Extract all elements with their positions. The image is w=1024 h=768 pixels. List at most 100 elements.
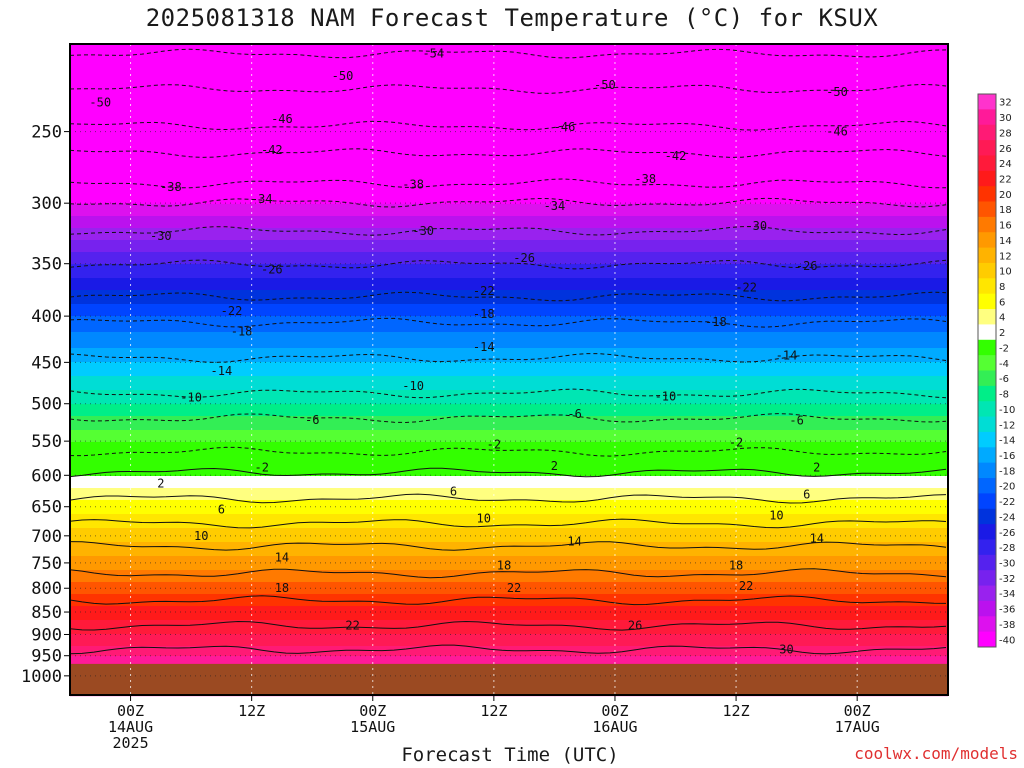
contour-label: -14 <box>211 364 233 378</box>
contour-label: 18 <box>497 559 511 573</box>
colorbar-label: -4 <box>999 359 1009 370</box>
temperature-band <box>70 428 948 431</box>
temperature-band <box>70 434 948 437</box>
temperature-band <box>70 382 948 385</box>
temperature-band <box>70 294 948 297</box>
temperature-band <box>70 616 948 619</box>
contour-label: 2 <box>551 459 558 473</box>
temperature-band <box>70 426 948 429</box>
temperature-band <box>70 88 948 91</box>
temperature-band <box>70 364 948 367</box>
temperature-band <box>70 178 948 181</box>
temperature-band <box>70 618 948 621</box>
temperature-band <box>70 604 948 607</box>
contour-label: -46 <box>826 125 848 139</box>
temperature-band <box>70 410 948 413</box>
colorbar-label: 4 <box>999 313 1005 324</box>
temperature-band <box>70 342 948 345</box>
colorbar-label: -28 <box>999 543 1015 554</box>
temperature-band <box>70 48 948 51</box>
contour-label: 6 <box>450 484 457 498</box>
temperature-band <box>70 192 948 195</box>
y-tick-label: 900 <box>31 625 62 645</box>
y-tick-label: 600 <box>31 466 62 486</box>
colorbar-swatch <box>978 416 996 433</box>
colorbar-label: -36 <box>999 605 1015 616</box>
temperature-band <box>70 574 948 577</box>
temperature-band <box>70 240 948 243</box>
temperature-band <box>70 56 948 59</box>
temperature-band <box>70 418 948 421</box>
temperature-band <box>70 158 948 161</box>
x-tick-label: 16AUG <box>592 718 637 736</box>
temperature-band <box>70 360 948 363</box>
colorbar-swatch <box>978 339 996 356</box>
contour-label: -38 <box>634 172 656 186</box>
temperature-band <box>70 660 948 663</box>
temperature-band <box>70 230 948 233</box>
temperature-band <box>70 562 948 565</box>
contour-label: -50 <box>332 69 354 83</box>
temperature-band <box>70 420 948 423</box>
temperature-band <box>70 166 948 169</box>
contour-label: -6 <box>567 407 581 421</box>
temperature-band <box>70 254 948 257</box>
colorbar-swatch <box>978 262 996 279</box>
y-tick-label: 1000 <box>21 667 62 687</box>
temperature-band <box>70 288 948 291</box>
temperature-band <box>70 222 948 225</box>
temperature-band <box>70 52 948 55</box>
temperature-band <box>70 600 948 603</box>
y-tick-label: 400 <box>31 307 62 327</box>
temperature-band <box>70 478 948 481</box>
temperature-band <box>70 148 948 151</box>
x-tick-label: 12Z <box>480 702 507 720</box>
x-tick-label: 2025 <box>112 734 148 752</box>
temperature-band <box>70 528 948 531</box>
temperature-band <box>70 232 948 235</box>
colorbar-label: -40 <box>999 635 1015 646</box>
temperature-band <box>70 550 948 553</box>
contour-label: 6 <box>803 487 810 501</box>
colorbar-swatch <box>978 232 996 249</box>
temperature-band <box>70 156 948 159</box>
temperature-band <box>70 540 948 543</box>
temperature-band <box>70 614 948 617</box>
temperature-band <box>70 172 948 175</box>
temperature-band <box>70 440 948 443</box>
y-tick-label: 500 <box>31 395 62 415</box>
temperature-band <box>70 444 948 447</box>
colorbar-swatch <box>978 570 996 586</box>
temperature-band <box>70 118 948 121</box>
temperature-band <box>70 154 948 157</box>
temperature-band <box>70 146 948 149</box>
colorbar-swatch <box>978 124 996 141</box>
colorbar-swatch <box>978 600 996 617</box>
contour-label: -10 <box>180 390 202 404</box>
temperature-band <box>70 472 948 475</box>
temperature-band <box>70 642 948 645</box>
contour-label: 14 <box>567 534 581 548</box>
temperature-band <box>70 456 948 459</box>
colorbar-swatch <box>978 370 996 387</box>
temperature-band <box>70 324 948 327</box>
temperature-band <box>70 212 948 215</box>
temperature-band <box>70 510 948 513</box>
temperature-band <box>70 248 948 251</box>
colorbar-swatch <box>978 94 996 110</box>
temperature-band <box>70 174 948 177</box>
chart-title: 2025081318 NAM Forecast Temperature (°C)… <box>145 4 879 32</box>
contour-label: -54 <box>422 47 444 61</box>
temperature-band <box>70 102 948 105</box>
x-axis-label: Forecast Time (UTC) <box>401 744 619 766</box>
colorbar-swatch <box>978 478 996 494</box>
temperature-band <box>70 412 948 415</box>
contour-label: 30 <box>779 642 793 656</box>
contour-label: -2 <box>729 436 743 450</box>
contour-line <box>69 493 947 504</box>
temperature-band <box>70 518 948 521</box>
x-tick-label: 12Z <box>238 702 265 720</box>
temperature-band <box>70 326 948 329</box>
temperature-band <box>70 378 948 381</box>
temperature-band <box>70 190 948 193</box>
